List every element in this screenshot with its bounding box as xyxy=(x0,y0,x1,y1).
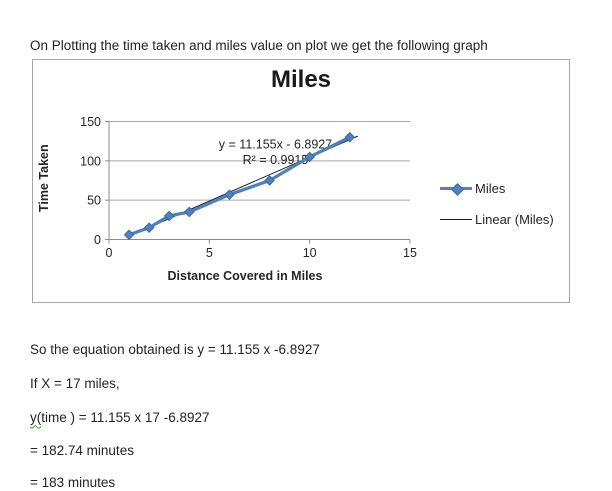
if-x-text: If X = 17 miles, xyxy=(30,375,120,391)
data-point-marker-1 xyxy=(123,229,135,241)
data-point-marker-8 xyxy=(264,175,275,186)
equation-obtained-text: So the equation obtained is y = 11.155 x… xyxy=(30,341,320,357)
y-time-text: y(time ) = 11.155 x 17 -6.8927 xyxy=(30,410,209,426)
legend-miles-label: Miles xyxy=(475,180,506,196)
result-minutes-text: = 182.74 minutes xyxy=(30,442,134,458)
trendline-equation-label: y = 11.155x - 6.8927 xyxy=(219,138,332,152)
y-axis-title: Time Taken xyxy=(37,144,51,212)
x-tick-label-5: 5 xyxy=(206,246,213,260)
data-point-marker-10 xyxy=(304,151,315,163)
legend-linear-swatch xyxy=(440,212,472,226)
data-point-marker-2 xyxy=(143,222,155,234)
chart-title: Miles xyxy=(270,66,332,93)
plot-area: 0 50 100 150 0 5 10 15 y = 11.155x - 6.8927 R² … xyxy=(80,115,417,260)
intro-text: On Plotting the time taken and miles val… xyxy=(30,37,488,53)
legend-item-miles: Miles xyxy=(440,180,506,196)
data-point-marker-6 xyxy=(224,189,235,200)
embedded-chart: Miles 0 50 100 150 0 5 10 15 y = 11.155x - 6.89… xyxy=(32,59,570,303)
x-tick-label-10: 10 xyxy=(303,246,317,260)
y-tick-label-50: 50 xyxy=(87,194,101,208)
series-and-trendline xyxy=(123,131,359,241)
y-time-rest: time ) = 11.155 x 17 -6.8927 xyxy=(41,409,210,425)
data-point-marker-4 xyxy=(183,206,195,218)
trendline-swatch xyxy=(440,218,472,220)
trendline-rsquared-label: R² = 0.9915 xyxy=(243,153,309,167)
y-tick-label-0: 0 xyxy=(94,233,101,247)
diamond-marker-icon xyxy=(450,182,464,196)
data-point-marker-3 xyxy=(163,210,175,222)
legend-linear-label: Linear (Miles) xyxy=(475,211,554,227)
grammar-squiggle-text: y( xyxy=(30,409,42,425)
x-tick-label-15: 15 xyxy=(403,246,417,260)
legend-miles-swatch xyxy=(440,181,472,196)
result-rounded-text: = 183 minutes xyxy=(30,474,116,490)
series-line-miles xyxy=(127,135,352,237)
x-axis-title: Distance Covered in Miles xyxy=(167,269,323,283)
y-tick-label-150: 150 xyxy=(80,115,101,129)
grid-and-axes: 0 50 100 150 0 5 10 15 xyxy=(80,115,417,260)
data-point-marker-12 xyxy=(344,131,356,143)
legend-item-linear: Linear (Miles) xyxy=(440,211,554,227)
y-tick-label-100: 100 xyxy=(80,154,101,168)
x-tick-label-0: 0 xyxy=(106,246,113,260)
